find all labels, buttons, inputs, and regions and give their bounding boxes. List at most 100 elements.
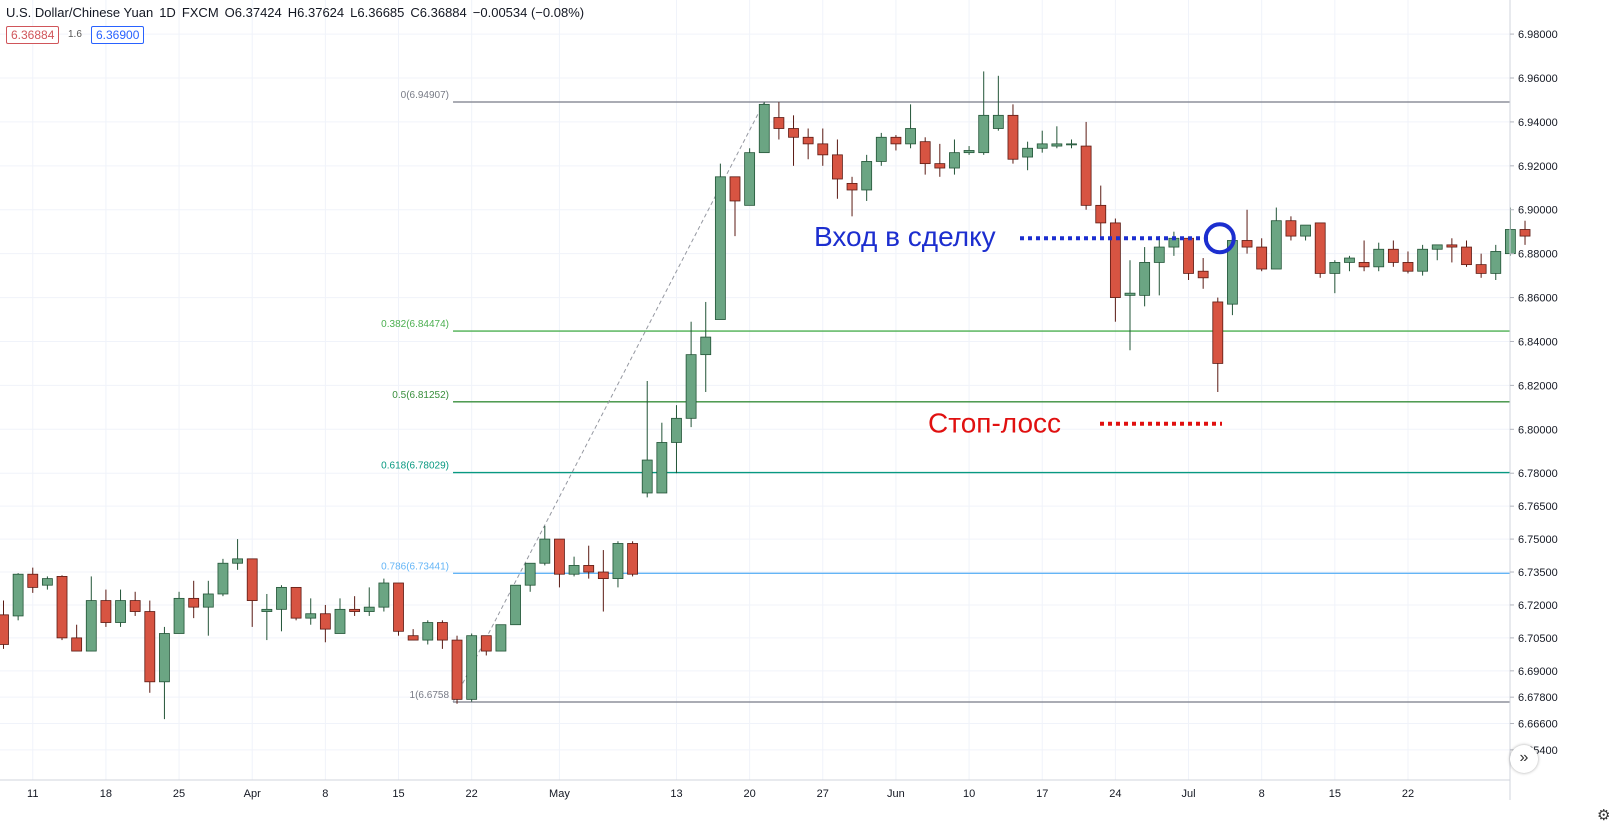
candle[interactable] — [583, 545, 595, 579]
candle[interactable] — [1051, 126, 1063, 149]
candle[interactable] — [1417, 244, 1429, 276]
candle[interactable] — [276, 585, 287, 632]
candle[interactable] — [597, 550, 609, 612]
candle[interactable] — [378, 578, 390, 612]
candle[interactable] — [173, 591, 185, 634]
candle[interactable] — [890, 135, 902, 151]
candle[interactable] — [1066, 139, 1077, 149]
candle[interactable] — [422, 620, 434, 645]
candle[interactable] — [875, 132, 887, 166]
candle[interactable] — [480, 635, 492, 656]
candle[interactable] — [700, 301, 712, 392]
candle[interactable] — [1314, 222, 1326, 278]
candle[interactable] — [905, 104, 916, 149]
candle[interactable] — [773, 102, 785, 140]
candle[interactable] — [363, 587, 375, 616]
candle[interactable] — [671, 405, 682, 474]
candle[interactable] — [159, 626, 170, 720]
candle[interactable] — [1446, 238, 1458, 263]
fib-trend-line[interactable] — [452, 101, 765, 703]
double-chevron-right-icon[interactable]: » — [1510, 745, 1538, 773]
candle[interactable] — [217, 558, 229, 597]
candle[interactable] — [71, 624, 83, 652]
candle[interactable] — [1387, 240, 1399, 267]
interval[interactable]: 1D — [159, 5, 176, 20]
candle[interactable] — [1373, 242, 1385, 272]
candle[interactable] — [232, 539, 243, 570]
candle[interactable] — [758, 102, 770, 154]
candle[interactable] — [934, 143, 946, 177]
candle[interactable] — [451, 635, 463, 704]
candle[interactable] — [1036, 130, 1048, 153]
candle[interactable] — [1168, 231, 1180, 256]
candle[interactable] — [817, 128, 829, 166]
candles[interactable] — [0, 71, 1531, 720]
time-axis[interactable]: 11 18 25 Apr 8 15 22 May 13 20 27 Jun 10 17 24 Jul 8 15 22 — [0, 779, 1510, 800]
candle[interactable] — [539, 525, 551, 566]
candle[interactable] — [1329, 260, 1341, 294]
candle[interactable] — [963, 146, 975, 155]
candle[interactable] — [1402, 251, 1414, 274]
trend-line[interactable] — [452, 101, 765, 703]
candle[interactable] — [290, 586, 302, 621]
candle[interactable] — [1139, 247, 1151, 307]
candle[interactable] — [1300, 224, 1311, 241]
candle[interactable] — [261, 593, 273, 641]
candle[interactable] — [246, 558, 258, 627]
candle[interactable] — [1153, 236, 1165, 296]
candle[interactable] — [627, 541, 638, 577]
candle[interactable] — [510, 584, 521, 626]
candle[interactable] — [1256, 238, 1268, 272]
candle[interactable] — [524, 562, 536, 592]
candle[interactable] — [85, 576, 97, 652]
candle[interactable] — [861, 154, 873, 201]
candle[interactable] — [1431, 244, 1443, 261]
candle[interactable] — [802, 128, 814, 160]
candle[interactable] — [349, 596, 361, 616]
candle[interactable] — [656, 422, 668, 494]
candle[interactable] — [729, 176, 741, 237]
candle[interactable] — [393, 582, 404, 636]
candle[interactable] — [992, 75, 1004, 131]
candle[interactable] — [188, 580, 200, 619]
candle[interactable] — [1358, 240, 1370, 272]
candle[interactable] — [202, 580, 214, 636]
candle[interactable] — [305, 598, 317, 625]
symbol-name[interactable]: U.S. Dollar/Chinese Yuan — [6, 5, 154, 20]
candle[interactable] — [1212, 297, 1224, 392]
candle[interactable] — [919, 137, 931, 175]
candle[interactable] — [978, 71, 990, 155]
candle[interactable] — [495, 624, 507, 652]
candle[interactable] — [612, 541, 624, 588]
candle[interactable] — [1344, 255, 1355, 272]
candle[interactable] — [846, 176, 858, 217]
candle[interactable] — [685, 321, 697, 428]
candle[interactable] — [1197, 258, 1209, 289]
candle[interactable] — [0, 600, 9, 649]
candle[interactable] — [1124, 260, 1136, 351]
candle[interactable] — [100, 589, 112, 627]
candle[interactable] — [1109, 218, 1121, 322]
candle[interactable] — [1519, 220, 1531, 245]
candle[interactable] — [56, 575, 68, 641]
candle[interactable] — [1095, 185, 1107, 239]
candle[interactable] — [12, 573, 24, 621]
candle[interactable] — [27, 567, 39, 593]
candle[interactable] — [1461, 240, 1472, 267]
candle[interactable] — [319, 604, 331, 643]
candle[interactable] — [41, 576, 53, 590]
candle[interactable] — [466, 633, 478, 702]
candle[interactable] — [1183, 237, 1194, 280]
candle[interactable] — [407, 629, 419, 641]
buy-price-badge[interactable]: 6.36900 — [91, 26, 145, 44]
candle[interactable] — [1241, 209, 1253, 254]
candle[interactable] — [949, 139, 960, 175]
sell-price-badge[interactable]: 6.36884 — [6, 26, 60, 44]
candle[interactable] — [1285, 216, 1297, 241]
price-axis[interactable]: 6.98000 6.96000 6.94000 6.92000 6.90000 6.880… — [1509, 0, 1558, 800]
candle[interactable] — [832, 139, 843, 199]
candle[interactable] — [568, 556, 580, 577]
candle[interactable] — [115, 589, 126, 627]
candle[interactable] — [1007, 104, 1019, 164]
